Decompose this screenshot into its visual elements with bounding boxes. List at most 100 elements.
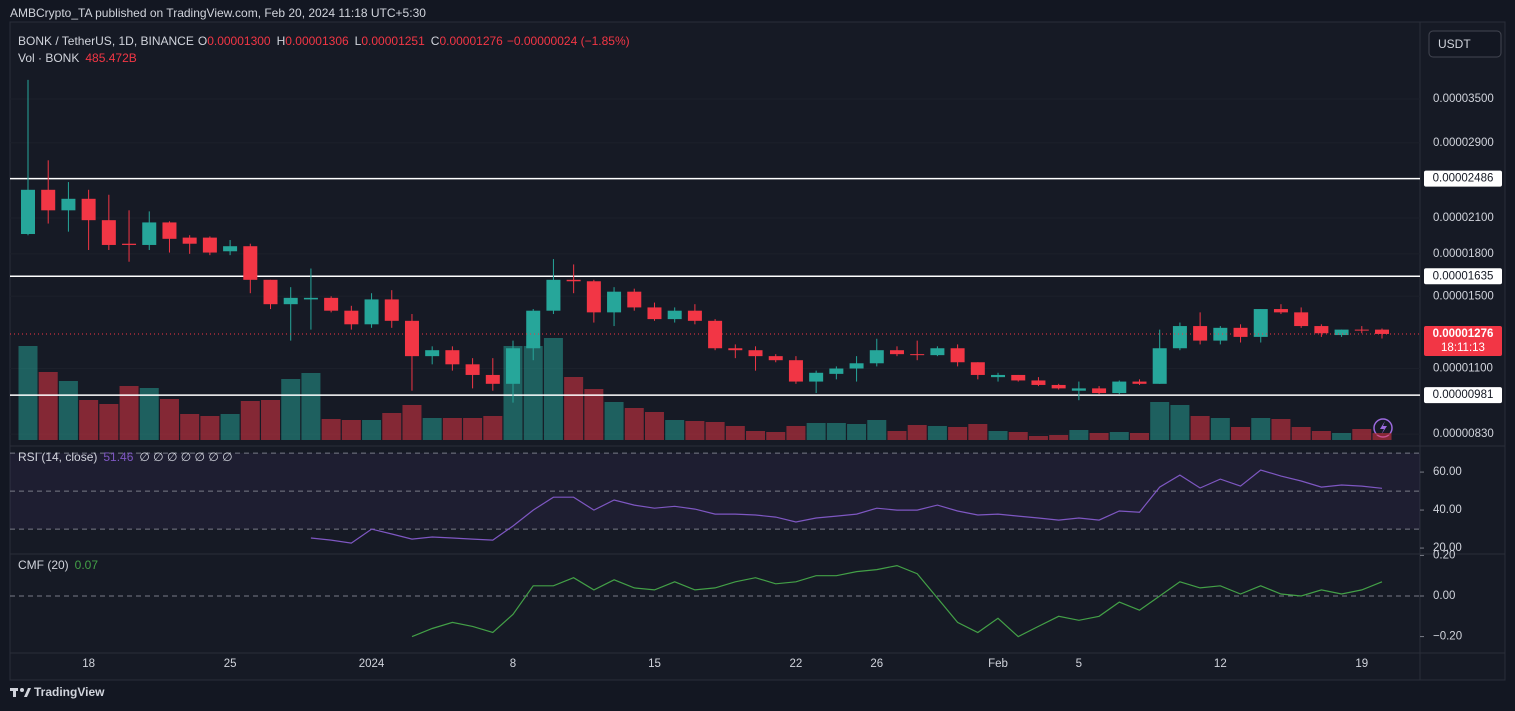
volume-bar [119,386,139,440]
x-tick-label: 12 [1214,658,1227,670]
candle-body [728,348,743,351]
volume-bar [705,422,725,440]
candle-body [404,320,419,357]
x-tick-label: 8 [510,658,516,670]
x-tick-label: 15 [648,658,661,670]
last-price-label: 0.00001276 [1433,328,1494,340]
candle-body [202,237,217,253]
volume-bar [725,426,745,440]
candle-body [61,198,76,211]
candle-body [425,350,440,357]
legend: CMF (20) 0.07 [18,558,98,572]
volume-bar [1069,430,1089,440]
legend-change: −0.00000024 (−1.85%) [507,34,630,48]
candle-body [384,299,399,321]
volume-bar [301,373,321,440]
candle-body [708,320,723,349]
y-tick-label: 0.00001100 [1433,363,1493,375]
volume-bar [200,416,220,440]
y-tick-label: 0.00003500 [1433,93,1494,105]
currency-button[interactable] [1428,30,1502,58]
x-tick-label: 25 [224,658,237,670]
volume-bar [867,420,887,440]
volume-bar [988,431,1008,440]
candle-body [101,220,116,245]
candle-body [1071,388,1086,391]
candle-body [910,354,925,356]
candle-body [1172,326,1187,349]
candle-body [970,362,985,375]
candle-body [344,310,359,325]
candle-body [566,279,581,282]
candle-body [586,281,601,313]
legend-extra: ∅ ∅ ∅ ∅ ∅ ∅ ∅ [139,450,232,464]
level-label-box [1424,170,1502,187]
volume-bar [1109,432,1129,440]
volume-bar [1332,433,1352,440]
volume-bar [806,423,826,440]
candle-body [788,360,803,382]
volume-bar [382,413,402,440]
countdown-label: 18:11:13 [1441,342,1485,354]
footer-logo [10,688,31,697]
x-tick-label: 22 [790,658,803,670]
volume-bar [1049,435,1069,440]
candle-body [1011,374,1026,381]
level-label: 0.00001635 [1433,270,1494,282]
volume-bar [968,424,988,440]
legend-value: 0.00001251 [361,34,425,48]
indicator-line [310,469,1383,544]
legend-value: 0.00001300 [207,34,271,48]
candle-body [81,198,96,221]
byline: AMBCrypto_TA published on TradingView.co… [10,6,426,20]
volume-bar [644,412,664,440]
volume-bar [1291,427,1311,440]
volume-bar [847,424,867,440]
candle-body [283,297,298,305]
volume-bar [442,418,462,440]
candle-body [627,291,642,308]
volume-bar [584,389,604,440]
legend: BONK / TetherUS, 1D, BINANCE O0.00001300 H… [18,34,630,48]
legend-key: H [277,34,286,48]
candle-body [41,189,56,211]
x-tick-label: 5 [1076,658,1082,670]
legend-value: 51.46 [103,450,133,464]
currency-button-label[interactable]: USDT [1438,37,1471,51]
volume-bar [1352,429,1372,440]
y-tick-label: 0.00000830 [1433,428,1494,440]
y-tick-label: 0.20 [1433,549,1455,561]
y-tick-label: 0.00001500 [1433,290,1494,302]
candle-body [768,356,783,361]
candle-body [122,243,137,245]
volume-bar [523,346,543,440]
volume-bar [402,405,422,440]
candle-body [607,291,622,313]
volume-bar [483,416,503,440]
volume-bar [786,426,806,440]
volume-legend-value: 485.472B [85,51,136,65]
volume-bar [1028,436,1048,440]
candle-body [849,363,864,369]
candle-body [829,368,844,374]
candle-body [1132,381,1147,384]
legend: RSI (14, close) 51.46 ∅ ∅ ∅ ∅ ∅ ∅ ∅ [18,450,233,464]
volume-bar [79,400,99,440]
candle-body [364,299,379,325]
candle-body [1152,348,1167,384]
legend-value: 0.00001306 [285,34,349,48]
level-label: 0.00002486 [1433,173,1494,185]
level-label-box [1424,268,1502,285]
candle-body [324,297,339,311]
volume-bar [746,431,766,440]
candle-body [1375,329,1389,334]
candle-body [162,222,177,239]
candle-body [546,279,561,311]
volume-bar [139,388,159,440]
x-tick-label: 26 [870,658,883,670]
legend-symbol: BONK / TetherUS, 1D, BINANCE [18,34,194,48]
volume-bar [1231,427,1251,440]
volume-bar [362,420,382,440]
y-tick-label: 20.00 [1433,542,1462,554]
